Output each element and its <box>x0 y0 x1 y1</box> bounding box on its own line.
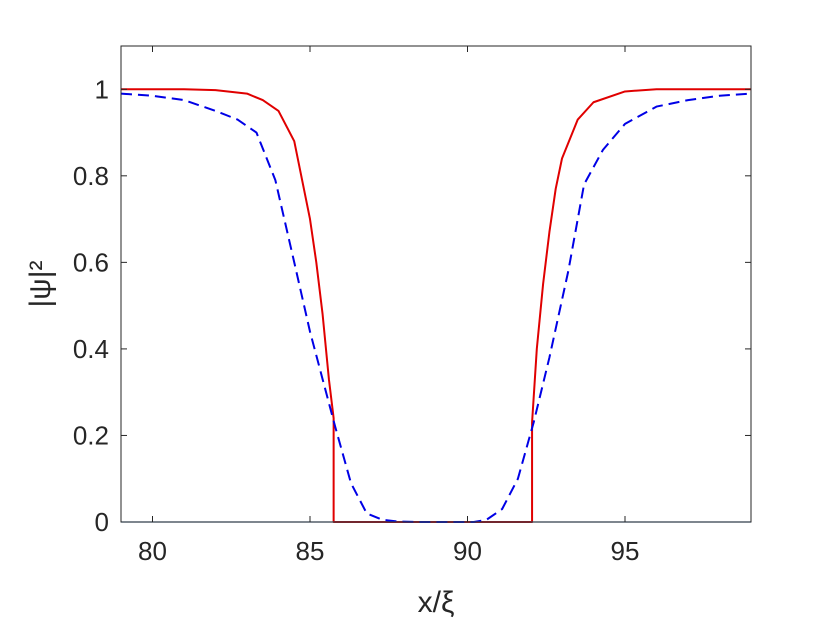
x-tick-label: 85 <box>296 536 325 566</box>
y-axis-title: |ψ|² <box>24 261 57 308</box>
y-tick-label: 0.2 <box>73 420 109 450</box>
y-tick-label: 0.4 <box>73 334 109 364</box>
x-tick-label: 90 <box>453 536 482 566</box>
tick-layer: 80 85 90 95 0 0.2 0.4 0.6 0.8 1 <box>73 46 751 566</box>
plot-background <box>121 46 751 522</box>
x-axis-title: x/ξ <box>418 586 455 619</box>
y-tick-label: 0.6 <box>73 247 109 277</box>
y-tick-label: 0.8 <box>73 161 109 191</box>
x-tick-label: 80 <box>138 536 167 566</box>
y-tick-label: 1 <box>95 74 109 104</box>
x-tick-label: 95 <box>611 536 640 566</box>
plot-frame <box>120 45 752 523</box>
y-tick-label: 0 <box>95 507 109 537</box>
